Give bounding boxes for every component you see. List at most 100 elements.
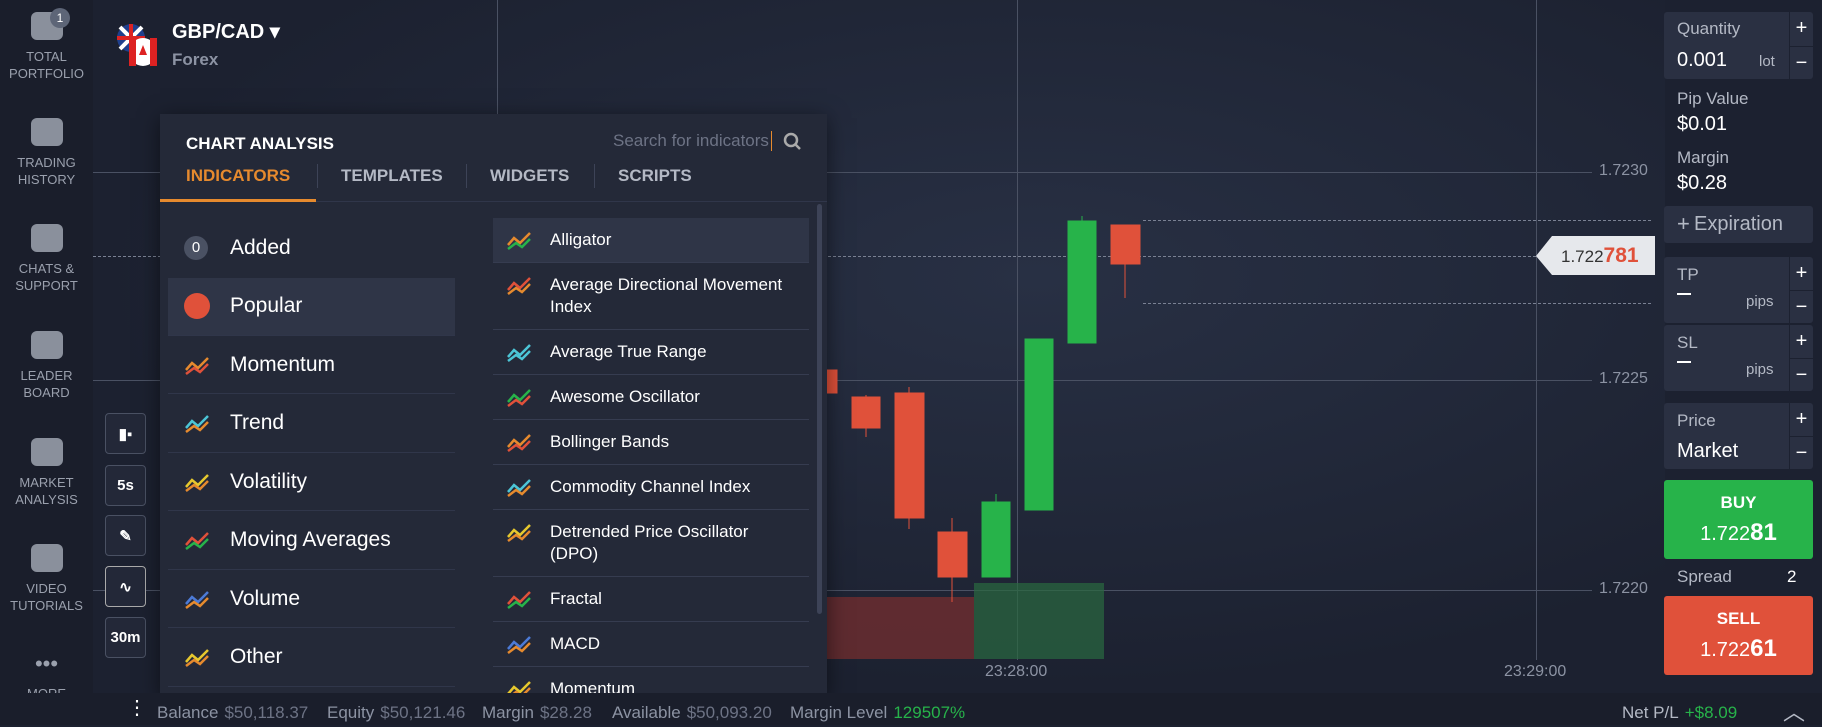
category-label: Other	[230, 645, 283, 668]
status-item: Margin $28.28	[482, 703, 592, 723]
price-box: Price Market + −	[1664, 403, 1813, 469]
pair-text[interactable]: GBP/CAD	[172, 21, 265, 43]
time-label: 23:28:00	[985, 663, 1048, 680]
status-item: Equity $50,121.46	[327, 703, 465, 723]
button-label: BUY	[1720, 493, 1757, 512]
category-label: Trend	[230, 411, 285, 434]
minus-button[interactable]: −	[1789, 436, 1813, 469]
price-pips: 61	[1750, 635, 1777, 662]
volume-bar	[827, 597, 974, 659]
price-value: Market	[1677, 440, 1739, 462]
minus-button[interactable]: −	[1789, 45, 1813, 79]
category-item[interactable]: Popular	[168, 277, 455, 336]
plus-button[interactable]: +	[1789, 257, 1813, 290]
sidebar-item[interactable]: 1 TOTAL PORTFOLIO	[0, 8, 93, 82]
item-icon	[507, 434, 531, 452]
category-item[interactable]: Moving Averages	[168, 512, 455, 570]
unit: lot	[1759, 53, 1775, 70]
sidebar-item[interactable]: MARKET ANALYSIS	[0, 438, 93, 508]
indicator-item[interactable]: Awesome Oscillator	[493, 375, 809, 420]
minus-button[interactable]: −	[1789, 358, 1813, 391]
timeframe-button[interactable]: 5s	[105, 465, 146, 506]
category-item[interactable]: Other	[168, 629, 455, 687]
indicator-item[interactable]: MACD	[493, 622, 809, 667]
candle-time-button[interactable]: 30m	[105, 617, 146, 658]
minus-button[interactable]: −	[1789, 290, 1813, 323]
dash	[1677, 293, 1691, 295]
chart-type-button[interactable]: ▮▪	[105, 413, 146, 454]
sidebar-label: VIDEO TUTORIALS	[10, 581, 83, 613]
indicator-item[interactable]: Average True Range	[493, 330, 809, 375]
label: Pip Value	[1677, 89, 1749, 108]
sidebar-item[interactable]: TRADING HISTORY	[0, 118, 93, 188]
plus-button[interactable]: +	[1789, 325, 1813, 358]
category-item[interactable]: 0 Added	[168, 219, 455, 277]
tab[interactable]: TEMPLATES	[341, 166, 443, 185]
indicator-item[interactable]: Momentum	[493, 667, 809, 697]
grid-line	[93, 172, 1592, 173]
sidebar: 1 TOTAL PORTFOLIO TRADING HISTORY CHATS & S…	[0, 0, 93, 701]
price-pips: 81	[1750, 519, 1777, 546]
price-label: 1.7220	[1599, 580, 1648, 597]
sidebar-icon	[30, 438, 63, 466]
button-price: 1.72281	[1664, 519, 1813, 547]
sell-button[interactable]: SELL 1.72261	[1664, 596, 1813, 675]
category-item[interactable]: Trend	[168, 395, 455, 453]
status-bar: ⋮ Balance $50,118.37 Equity $50,121.46 Margin…	[0, 693, 1822, 725]
category-label: Volume	[230, 586, 301, 610]
price-label: 1.7230	[1599, 162, 1648, 179]
indicators-button[interactable]: ∿	[105, 566, 146, 607]
net-pl: Net P/L +$8.09	[1622, 703, 1737, 723]
unit: pips	[1746, 293, 1774, 310]
candles	[826, 216, 1655, 659]
item-icon	[185, 473, 209, 492]
dash	[1677, 361, 1691, 363]
category-item[interactable]: Momentum	[168, 336, 455, 394]
panel-title: CHART ANALYSIS	[186, 134, 334, 153]
draw-button[interactable]: ✎	[105, 515, 146, 556]
sidebar-item[interactable]: VIDEO TUTORIALS	[0, 544, 93, 614]
status-item: Balance $50,118.37	[157, 703, 308, 723]
sidebar-item[interactable]: CHATS & SUPPORT	[0, 224, 93, 294]
search-icon[interactable]	[783, 132, 803, 152]
buy-button[interactable]: BUY 1.72281	[1664, 480, 1813, 559]
count-badge: 0	[184, 236, 208, 260]
indicator-item[interactable]: Average Directional Movement Index	[493, 263, 809, 330]
indicator-label: Awesome Oscillator	[550, 387, 700, 406]
indicator-label: Average Directional Movement Index	[550, 275, 783, 316]
status-label: Equity	[327, 703, 375, 722]
indicator-item[interactable]: Bollinger Bands	[493, 420, 809, 465]
indicator-item[interactable]: Fractal	[493, 577, 809, 622]
net-pl-value: +$8.09	[1684, 703, 1738, 722]
indicator-item[interactable]: Commodity Channel Index	[493, 465, 809, 510]
indicator-item[interactable]: Detrended Price Oscillator (DPO)	[493, 510, 809, 577]
tab[interactable]: INDICATORS	[186, 166, 291, 185]
indicator-item[interactable]: Alligator	[493, 218, 809, 263]
button-price: 1.72261	[1664, 635, 1813, 663]
collapse-button[interactable]: ︿	[1783, 700, 1806, 725]
item-icon	[507, 479, 531, 497]
category-item[interactable]: Volume	[168, 570, 455, 628]
sidebar-item[interactable]: LEADER BOARD	[0, 331, 93, 401]
menu-dots[interactable]: ⋮	[127, 697, 147, 719]
search-input[interactable]: Search for indicators	[613, 131, 772, 151]
category-label: Added	[230, 236, 291, 259]
sidebar-label: LEADER BOARD	[20, 368, 73, 400]
scrollbar	[817, 204, 822, 614]
time-label: 23:29:00	[1504, 663, 1567, 680]
tab[interactable]: WIDGETS	[490, 166, 570, 185]
expiration-button[interactable]: Expiration +	[1664, 206, 1813, 243]
plus-button[interactable]: +	[1789, 403, 1813, 436]
category-item[interactable]: Volatility	[168, 453, 455, 511]
tab[interactable]: SCRIPTS	[618, 166, 692, 185]
button-label: SELL	[1716, 609, 1761, 628]
pair-name[interactable]: GBP/CAD ▾	[172, 21, 280, 43]
item-icon	[507, 591, 531, 609]
plus-button[interactable]: +	[1789, 12, 1813, 46]
candle	[1110, 224, 1141, 265]
item-icon	[507, 636, 531, 654]
price-main: 1.722	[1700, 639, 1751, 661]
status-label: Margin Level	[790, 703, 888, 722]
quantity-value: 0.001	[1677, 49, 1728, 71]
